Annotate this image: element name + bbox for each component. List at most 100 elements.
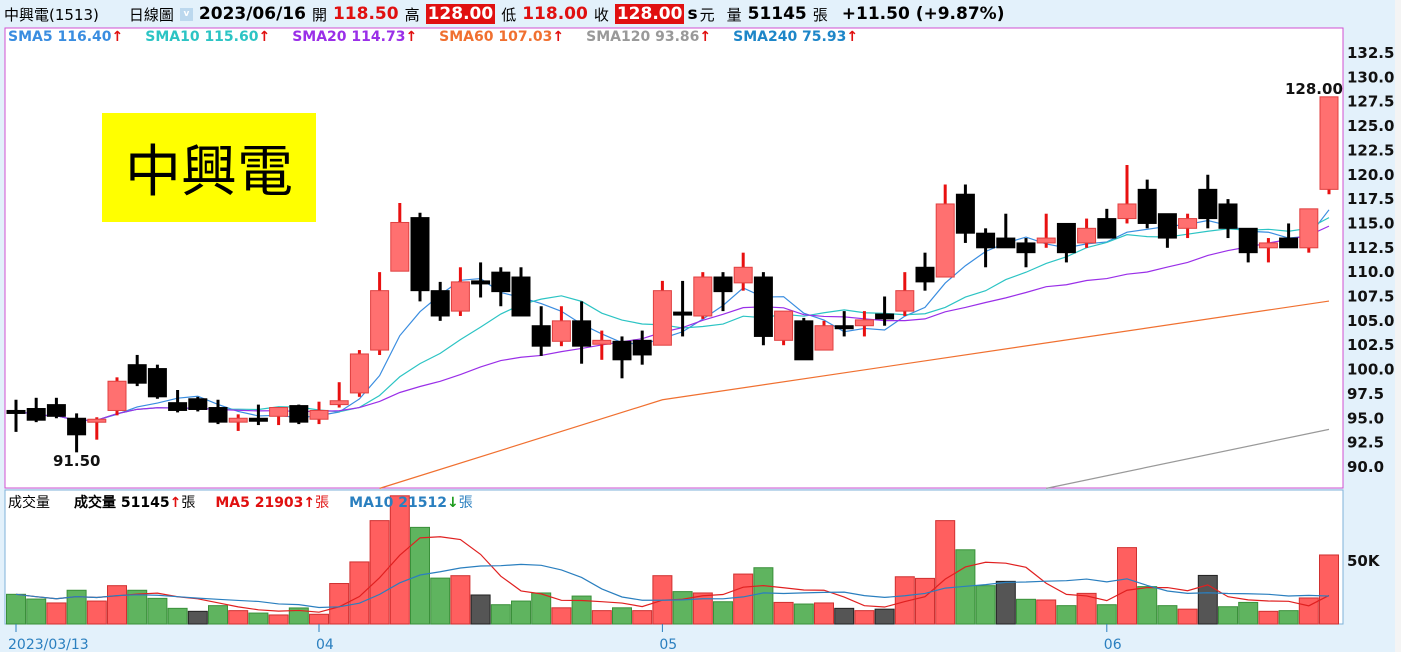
sma-value: SMA10 115.60 bbox=[145, 29, 259, 45]
volume-bar bbox=[369, 520, 390, 625]
high-value: 128.00 bbox=[425, 4, 496, 24]
close-label: 收 bbox=[593, 5, 609, 24]
volume-bar bbox=[1177, 608, 1198, 625]
volume-bar bbox=[612, 607, 632, 625]
volume-bar bbox=[6, 593, 26, 625]
volume-bar bbox=[66, 589, 87, 625]
volume-bar bbox=[733, 573, 754, 625]
volume-bar bbox=[1197, 574, 1218, 625]
candle-body bbox=[814, 325, 834, 351]
candle-body bbox=[1218, 203, 1238, 229]
candle-body bbox=[309, 409, 329, 420]
y-tick-label: 100.0 bbox=[1347, 361, 1394, 379]
volume-bar bbox=[1218, 606, 1238, 625]
sma-legend-item: SMA120 93.86↑ bbox=[586, 29, 711, 45]
volume-bar bbox=[147, 597, 168, 625]
scrollbar[interactable] bbox=[1395, 0, 1401, 652]
candle-body bbox=[693, 276, 713, 317]
sma-legend: SMA5 116.40↑ SMA10 115.60↑ SMA20 114.73↑ SM… bbox=[8, 29, 858, 45]
candle-body bbox=[491, 271, 511, 293]
volume-bar bbox=[26, 598, 47, 625]
volume-bar bbox=[1278, 610, 1299, 625]
quote-header: 中興電(1513) 日線圖 v 2023/06/16 開 118.50 高 12… bbox=[0, 0, 1395, 28]
volume-bar bbox=[915, 577, 935, 625]
sma-legend-item: SMA20 114.73↑ bbox=[292, 29, 417, 45]
candle-body bbox=[6, 409, 26, 414]
volume-bar bbox=[1076, 592, 1097, 625]
x-tick-label: 05 bbox=[659, 637, 677, 652]
candle-body bbox=[1319, 96, 1339, 190]
candle-body bbox=[1258, 242, 1278, 249]
candle-body bbox=[1178, 218, 1198, 229]
candle-body bbox=[329, 400, 349, 406]
candle-body bbox=[875, 313, 895, 320]
volume-bar bbox=[672, 591, 693, 625]
y-tick-label: 130.0 bbox=[1347, 68, 1394, 86]
open-value: 118.50 bbox=[332, 4, 399, 24]
y-tick-label: 102.5 bbox=[1347, 336, 1394, 354]
sma60-line bbox=[379, 300, 1330, 489]
candle-body bbox=[1117, 203, 1137, 220]
arrow-up-icon: ↑ bbox=[405, 29, 418, 45]
arrow-down-icon: ↓ bbox=[447, 495, 459, 511]
sma-value: SMA5 116.40 bbox=[8, 29, 112, 45]
change-value: +11.50 (+9.87%) bbox=[841, 4, 1005, 24]
volume-bar bbox=[1036, 599, 1057, 625]
candle-body bbox=[652, 290, 672, 346]
currency-label: 元 bbox=[699, 5, 715, 24]
candle-body bbox=[208, 407, 228, 423]
sma20-line bbox=[15, 225, 1330, 422]
y-tick-label: 115.0 bbox=[1347, 214, 1394, 232]
arrow-up-icon: ↑ bbox=[846, 29, 859, 45]
volume-bar bbox=[591, 610, 612, 625]
volume-legend-vol: 成交量 51145↑張 bbox=[74, 492, 195, 512]
period-select[interactable]: 日線圖 bbox=[128, 5, 174, 24]
volume-bar bbox=[571, 595, 592, 625]
volume-bar bbox=[1117, 547, 1137, 625]
volume-bar bbox=[107, 585, 127, 625]
arrow-up-icon: ↑ bbox=[258, 29, 271, 45]
candle-body bbox=[1157, 213, 1177, 239]
y-tick-label: 90.0 bbox=[1347, 458, 1384, 476]
volume-bar bbox=[874, 608, 895, 625]
volume-bar bbox=[531, 592, 552, 625]
candle-body bbox=[289, 405, 309, 423]
volume-bar bbox=[470, 594, 491, 625]
s-label: s bbox=[687, 4, 698, 24]
close-value: 128.00 bbox=[614, 4, 685, 24]
candle-body bbox=[1077, 227, 1097, 244]
candle-body bbox=[430, 290, 450, 317]
chevron-down-icon[interactable]: v bbox=[179, 7, 193, 21]
unit: 張 bbox=[315, 495, 330, 511]
volume-ma10-line bbox=[15, 563, 1330, 609]
candle-body bbox=[774, 310, 794, 341]
y-tick-label: 110.0 bbox=[1347, 263, 1394, 281]
volume-bar bbox=[1137, 586, 1158, 625]
volume-unit: 張 bbox=[812, 5, 828, 24]
y-tick-label: 107.5 bbox=[1347, 288, 1394, 306]
candle-body bbox=[531, 325, 551, 347]
volume-bar bbox=[1096, 604, 1117, 625]
volume-legend: 成交量 成交量 51145↑張 MA5 21903↑張 MA10 21512↓張 bbox=[8, 492, 473, 512]
arrow-up-icon: ↑ bbox=[303, 495, 316, 511]
open-label: 開 bbox=[311, 5, 327, 24]
candle-body bbox=[733, 266, 753, 284]
volume-axis-label: 50K bbox=[1347, 552, 1381, 570]
volume-bar bbox=[490, 604, 511, 625]
low-price-label: 91.50 bbox=[53, 452, 100, 470]
high-price-label: 128.00 bbox=[1285, 80, 1343, 98]
candle-body bbox=[1097, 218, 1117, 239]
volume-bar bbox=[793, 603, 814, 625]
candle-body bbox=[713, 276, 733, 293]
low-label: 低 bbox=[501, 5, 517, 24]
candle-body bbox=[46, 404, 66, 417]
volume-bar bbox=[389, 495, 410, 625]
volume-bar bbox=[228, 610, 249, 625]
volume-bar bbox=[511, 600, 531, 625]
y-tick-label: 125.0 bbox=[1347, 117, 1394, 135]
volume-bar bbox=[1319, 554, 1339, 625]
volume-title: 成交量 bbox=[8, 495, 50, 511]
volume-bar bbox=[329, 583, 350, 625]
volume-bar bbox=[975, 585, 996, 625]
volume-bar bbox=[268, 614, 289, 625]
